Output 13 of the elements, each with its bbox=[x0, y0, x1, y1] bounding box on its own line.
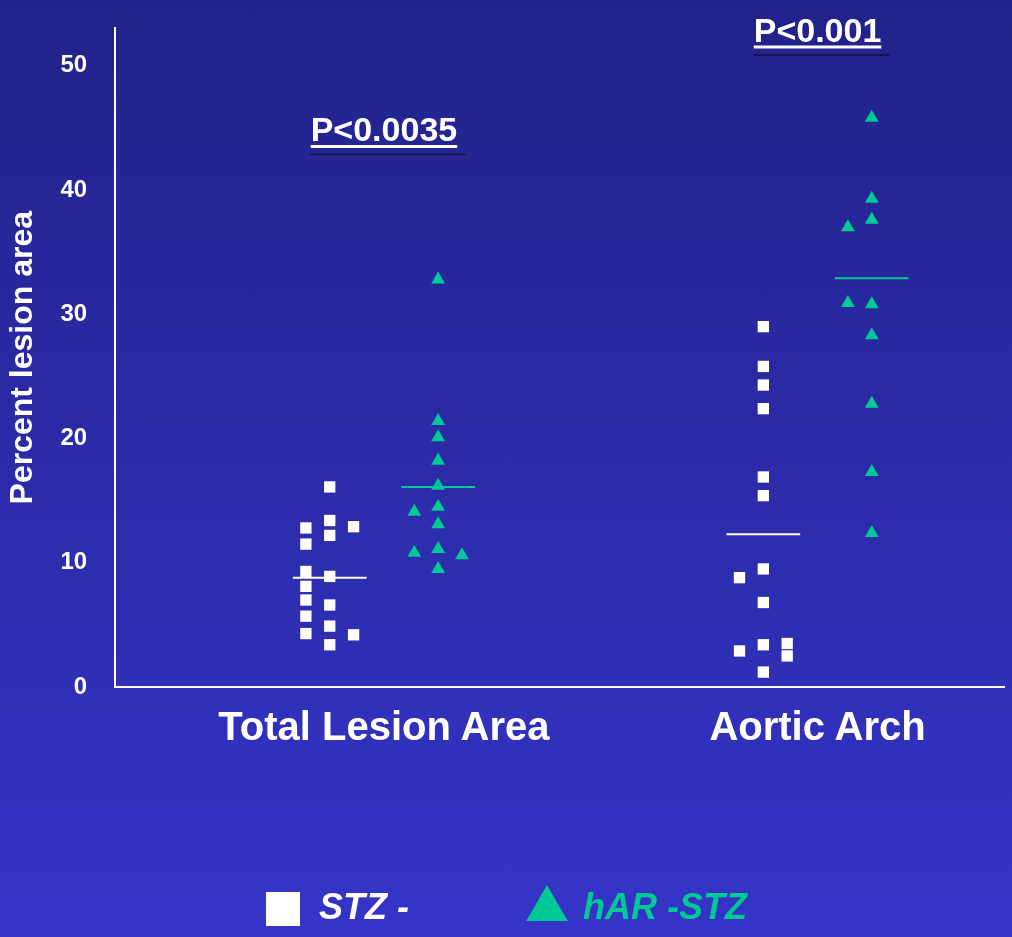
y-tick-label: 20 bbox=[60, 423, 88, 451]
x-tick-label: Total Lesion Area bbox=[218, 704, 551, 749]
y-tick-label: 40 bbox=[60, 174, 88, 202]
legend-label: hAR -STZ bbox=[583, 885, 749, 927]
annotation: P<0.001 bbox=[753, 11, 882, 49]
y-tick-label: 30 bbox=[60, 298, 88, 326]
y-tick-label: 10 bbox=[60, 547, 88, 575]
x-tick-label: Aortic Arch bbox=[709, 704, 926, 749]
y-tick-label: 0 bbox=[73, 671, 88, 699]
annotation: P<0.0035 bbox=[310, 110, 458, 149]
legend-label: STZ - bbox=[319, 885, 410, 927]
y-axis-title: Percent lesion area bbox=[3, 210, 40, 505]
y-tick-label: 50 bbox=[60, 50, 88, 78]
